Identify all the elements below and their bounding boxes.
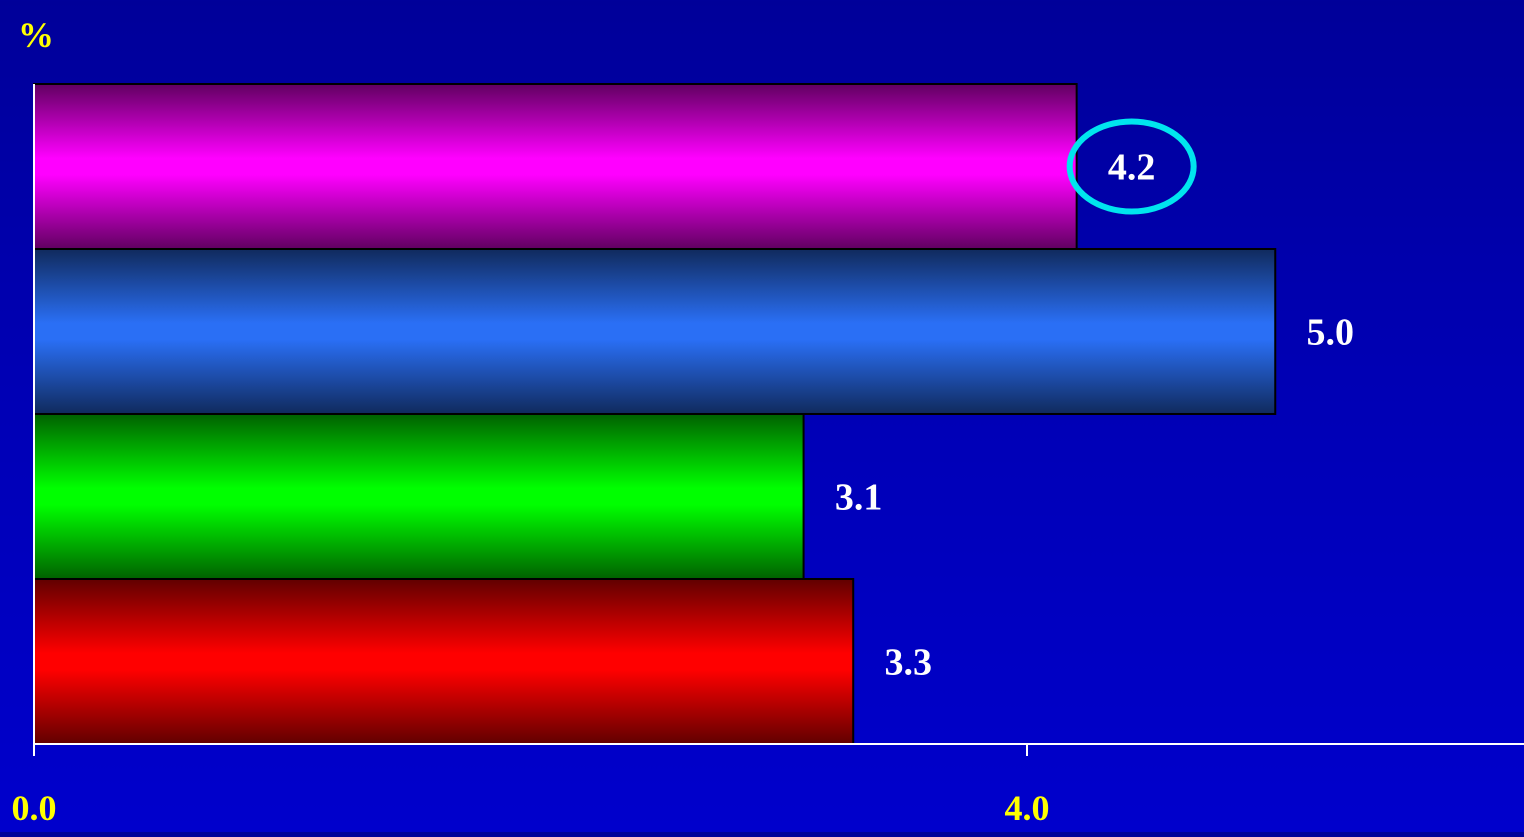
x-tick-label: 4.0 [1005,788,1050,828]
bar-1 [34,84,1077,249]
bar-4 [34,579,853,744]
bar-3 [34,414,804,579]
y-axis-label: % [18,15,54,55]
value-label-2: 5.0 [1307,312,1355,354]
x-tick-label: 0.0 [12,788,57,828]
bars-layer [34,84,1275,744]
bar-2 [34,249,1275,414]
value-label-3: 3.1 [835,477,883,519]
value-label-4: 3.3 [884,642,932,684]
value-label-1: 4.2 [1108,147,1156,189]
